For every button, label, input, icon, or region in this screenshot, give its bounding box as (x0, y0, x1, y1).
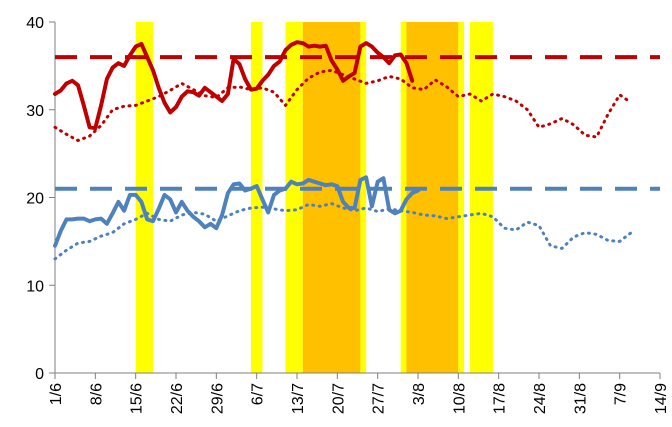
x-tick-label: 8/6 (88, 383, 105, 405)
axes (49, 21, 661, 379)
x-tick-label: 29/6 (209, 383, 226, 414)
x-tick-label: 31/8 (572, 383, 589, 414)
y-tick-label: 10 (26, 278, 44, 295)
series-lines (53, 40, 660, 261)
shaded-period-8 (469, 22, 493, 373)
shaded-period-3 (302, 22, 361, 373)
x-tick-label: 14/9 (653, 383, 670, 414)
series-dotted-4 (53, 202, 633, 261)
shaded-period-7 (458, 22, 465, 373)
shaded-period-2 (285, 22, 303, 373)
x-tick-label: 3/8 (411, 383, 428, 405)
shaded-period-6 (406, 22, 459, 373)
x-tick-label: 17/8 (492, 383, 509, 414)
x-tick-label: 22/6 (169, 383, 186, 414)
x-tick-label: 7/9 (613, 383, 630, 405)
x-tick-label: 15/6 (129, 383, 146, 414)
y-tick-labels: 0 10 20 30 40 (26, 15, 44, 383)
y-tick-label: 0 (35, 366, 44, 383)
series-solid-3 (53, 175, 420, 248)
y-tick-label: 20 (26, 191, 44, 208)
x-tick-labels: 1/6 8/6 15/6 22/6 29/6 6/7 13/7 20/7 27/7 3/8 10/8… (48, 383, 670, 414)
shaded-periods (135, 22, 493, 373)
x-tick-label: 10/8 (451, 383, 468, 414)
x-tick-label: 27/7 (371, 383, 388, 414)
x-tick-label: 20/7 (330, 383, 347, 414)
shaded-period-4 (360, 22, 367, 373)
x-tick-label: 13/7 (290, 383, 307, 414)
shaded-period-0 (135, 22, 153, 373)
y-tick-label: 30 (26, 103, 44, 120)
y-tick-label: 40 (26, 15, 44, 32)
x-tick-label: 6/7 (250, 383, 267, 405)
x-tick-label: 1/6 (48, 383, 65, 405)
series-dotted-1 (53, 68, 633, 142)
x-tick-label: 24/8 (532, 383, 549, 414)
shaded-period-1 (250, 22, 263, 373)
shaded-period-5 (400, 22, 407, 373)
